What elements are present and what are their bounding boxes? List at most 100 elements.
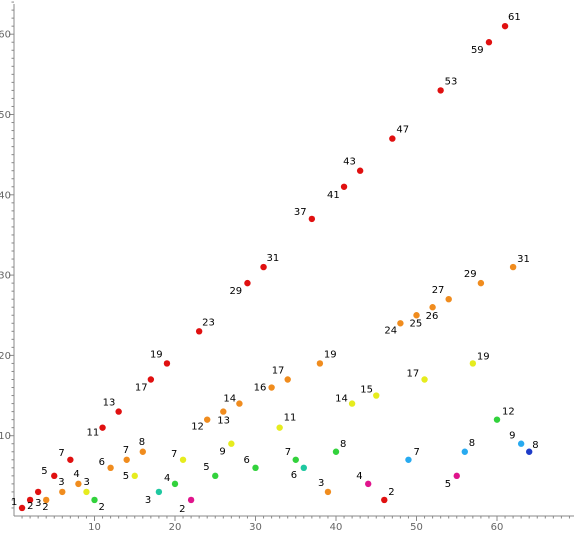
point-label: 31 — [267, 253, 280, 264]
point-label: 26 — [426, 311, 439, 322]
point-label: 5 — [41, 466, 47, 477]
data-point-orange — [59, 488, 66, 496]
point-label: 3 — [83, 477, 89, 488]
y-tick-label: 60 — [0, 30, 11, 41]
y-tick-label: 20 — [0, 351, 11, 362]
point-label: 17 — [135, 382, 148, 393]
data-point-green — [332, 448, 340, 455]
y-tick-label: 10 — [0, 431, 11, 442]
data-point-red — [389, 135, 396, 142]
point-label: 19 — [477, 351, 490, 362]
point-label: 14 — [335, 394, 348, 405]
data-point-cyan — [517, 440, 525, 447]
point-label: 43 — [343, 157, 356, 168]
point-label: 24 — [384, 325, 397, 336]
data-point-orange — [445, 295, 452, 303]
point-label: 15 — [360, 385, 373, 396]
data-point-yellow — [421, 376, 428, 383]
point-label: 8 — [532, 440, 538, 451]
point-label: 19 — [324, 349, 337, 360]
data-point-red — [356, 167, 364, 174]
point-label: 6 — [291, 470, 297, 481]
point-label: 4 — [164, 473, 170, 484]
point-label: 12 — [502, 407, 515, 418]
x-ticks: 10 20 30 40 50 60 — [21, 516, 570, 533]
point-label: 12 — [191, 422, 204, 433]
point-label: 6 — [99, 457, 105, 468]
point-label: 8 — [139, 437, 145, 448]
point-label: 5 — [123, 471, 129, 482]
point-label: 3 — [318, 478, 324, 489]
point-label: 41 — [327, 190, 340, 201]
data-point-orange — [43, 496, 50, 504]
data-point-red — [18, 504, 26, 512]
point-label: 5 — [203, 462, 209, 473]
point-label: 1 — [11, 497, 17, 508]
data-point-orange — [413, 312, 420, 319]
data-point-orange — [204, 416, 211, 423]
data-point-orange — [123, 456, 130, 463]
data-point-red — [437, 87, 444, 94]
point-label: 7 — [285, 447, 291, 458]
data-point-red — [381, 496, 388, 504]
data-point-red — [195, 328, 203, 335]
data-point-yellow — [469, 360, 477, 367]
data-point-red — [163, 360, 171, 367]
data-point-red — [67, 456, 74, 463]
point-label: 27 — [432, 285, 445, 296]
data-point-red — [501, 22, 509, 30]
data-point-red — [51, 472, 58, 480]
data-point-red — [99, 424, 106, 431]
point-label: 3 — [145, 495, 151, 506]
data-point-orange — [284, 376, 291, 383]
point-label: 19 — [150, 349, 163, 360]
data-point-blue — [526, 448, 533, 455]
point-label: 2 — [27, 501, 33, 512]
data-point-green — [292, 456, 299, 463]
point-label: 8 — [469, 438, 475, 449]
point-label: 2 — [388, 487, 394, 498]
point-label: 14 — [223, 394, 236, 405]
point-label: 17 — [272, 365, 285, 376]
point-label: 11 — [87, 428, 100, 439]
x-tick-label: 30 — [249, 522, 262, 533]
point-label: 9 — [509, 431, 515, 442]
point-label: 2 — [99, 502, 105, 513]
data-point-green — [493, 416, 501, 423]
point-label: 11 — [284, 413, 297, 424]
point-label: 7 — [123, 445, 129, 456]
data-point-orange — [324, 488, 332, 496]
point-label: 17 — [407, 368, 420, 379]
data-point-red — [485, 39, 493, 46]
data-point-cyan — [461, 448, 468, 455]
data-point-teal — [300, 464, 307, 472]
point-label: 2 — [179, 504, 185, 515]
x-tick-label: 40 — [330, 522, 343, 533]
point-label: 4 — [356, 471, 362, 482]
point-label: 23 — [202, 317, 215, 328]
y-tick-label: 50 — [0, 110, 11, 121]
data-point-orange — [268, 384, 275, 391]
data-point-orange — [75, 480, 82, 488]
y-tick-label: 30 — [0, 271, 11, 282]
point-label: 7 — [413, 447, 419, 458]
x-tick-label: 10 — [88, 522, 101, 533]
data-point-cyan — [405, 456, 412, 463]
data-point-yellow — [228, 440, 235, 447]
data-point-green — [171, 480, 179, 488]
data-point-orange — [477, 279, 485, 287]
data-point-yellow — [276, 424, 283, 431]
data-point-orange — [139, 448, 146, 455]
point-label: 3 — [35, 498, 41, 509]
x-tick-label: 50 — [410, 522, 423, 533]
data-point-orange — [509, 263, 517, 271]
data-point-red — [34, 488, 42, 496]
point-label: 13 — [103, 398, 116, 409]
point-label: 61 — [508, 12, 521, 23]
data-point-orange — [397, 320, 404, 327]
point-label: 6 — [244, 455, 250, 466]
data-point-red — [147, 376, 155, 383]
point-label: 5 — [445, 479, 451, 490]
data-point-orange — [107, 464, 114, 472]
